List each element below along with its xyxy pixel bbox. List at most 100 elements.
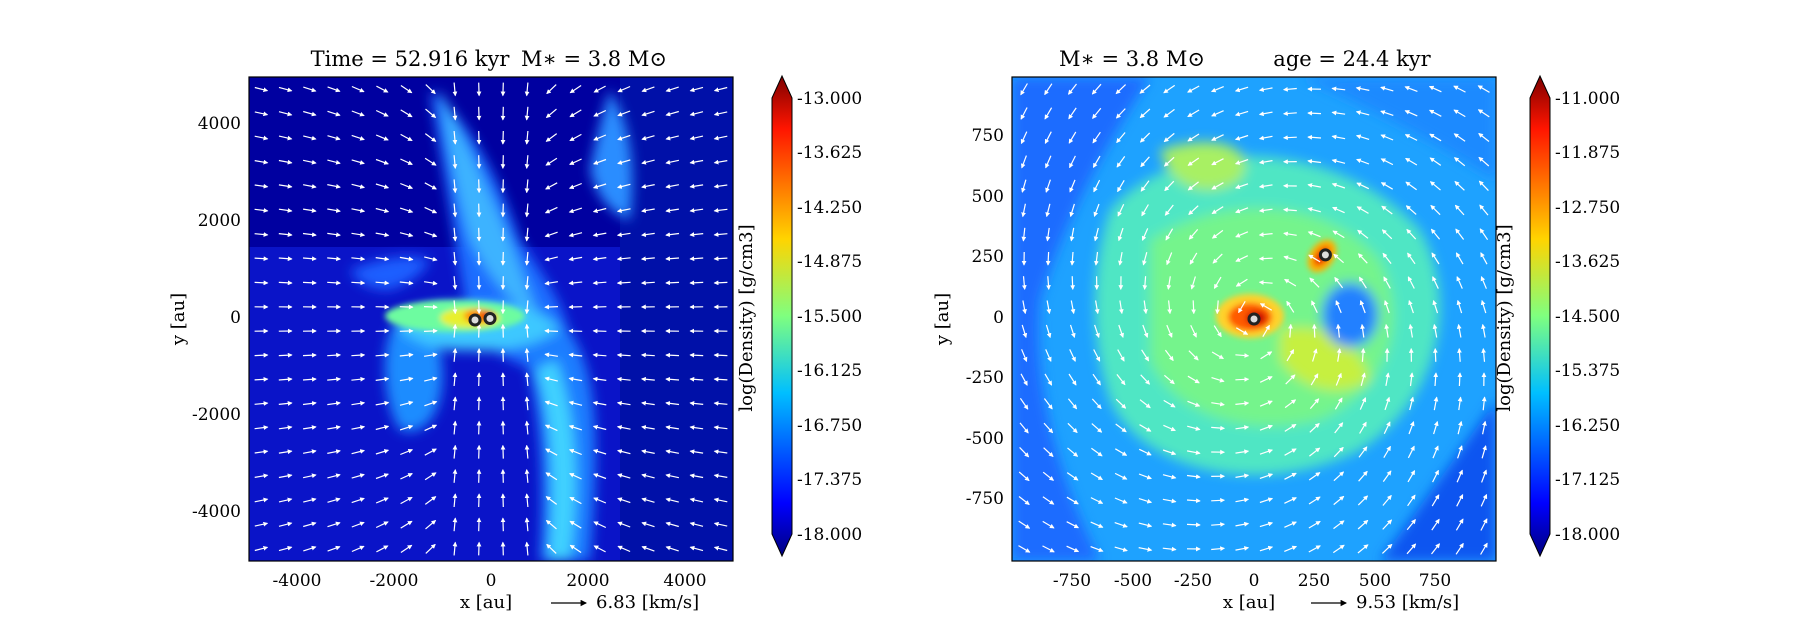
velocity-arrow — [618, 282, 631, 283]
panel-2-xtick-label: 500 — [1359, 571, 1391, 591]
velocity-arrow — [1193, 300, 1194, 313]
panel-2-title-age: age = 24.4 kyr — [1273, 47, 1431, 71]
panel-1-ytick-label: 4000 — [198, 114, 241, 134]
velocity-arrow — [666, 282, 679, 283]
panel-2-xtick-label: 0 — [1249, 571, 1260, 591]
panel-2-ytick-label: 750 — [972, 126, 1004, 146]
panel-1-cbar-tick: -13.000 — [797, 89, 862, 109]
velocity-arrow — [279, 282, 292, 283]
panel-1-xticks: -4000 -2000 0 2000 4000 — [272, 571, 706, 591]
velocity-arrow — [255, 355, 268, 356]
panel-1-xtick-label: 0 — [486, 571, 497, 591]
sink-particle-marker — [1320, 250, 1330, 260]
panel-1-colorbar-ticks: -13.000 -13.625 -14.250 -14.875 -15.500 … — [797, 89, 862, 545]
panel-2-yticks: 750 500 250 0 -250 -500 -750 — [966, 126, 1004, 509]
velocity-arrow — [1284, 137, 1297, 138]
panel-2-ytick-label: -750 — [966, 489, 1004, 509]
velocity-arrow — [424, 331, 437, 332]
panel-2-xtick-label: 750 — [1419, 571, 1451, 591]
panel-1: Time = 52.916 kyr M∗ = 3.8 M⊙ — [168, 47, 862, 613]
panel-2-xtick-label: 250 — [1298, 571, 1330, 591]
panel-1-arrow-key: 6.83 [km/s] — [551, 592, 699, 613]
velocity-arrow — [327, 355, 340, 356]
panel-1-xtick-label: 2000 — [566, 571, 609, 591]
panel-2-xtick-label: -250 — [1174, 571, 1212, 591]
panel-1-ylabel: y [au] — [168, 293, 189, 346]
panel-1-arrow-key-label: 6.83 [km/s] — [596, 592, 699, 613]
panel-2-ylabel: y [au] — [932, 293, 953, 346]
panel-1-colorbar: -13.000 -13.625 -14.250 -14.875 -15.500 … — [736, 76, 862, 556]
panel-2-cbar-label: log(Density) [g/cm3] — [1494, 224, 1515, 411]
panel-2-cbar-tick: -11.000 — [1555, 89, 1620, 109]
velocity-arrow — [714, 258, 727, 259]
velocity-arrow — [1048, 252, 1049, 265]
panel-2-cbar-tick: -17.125 — [1555, 470, 1620, 490]
panel-2-xtick-label: -750 — [1053, 571, 1091, 591]
panel-1-cbar-tick: -16.750 — [797, 416, 862, 436]
panel-2-cbar-tick: -11.875 — [1555, 143, 1620, 163]
panel-2-arrow-key-label: 9.53 [km/s] — [1356, 592, 1459, 613]
panel-2-cbar-tick: -12.750 — [1555, 198, 1620, 218]
sink-particle-marker — [1249, 314, 1259, 324]
panel-2-ytick-label: 0 — [993, 308, 1004, 328]
panel-1-xtick-label: -2000 — [369, 571, 418, 591]
velocity-arrow — [690, 282, 703, 283]
panel-2-colorbar: -11.000 -11.875 -12.750 -13.625 -14.500 … — [1494, 76, 1620, 556]
panel-1-ytick-label: -2000 — [192, 405, 241, 425]
velocity-arrow — [1235, 379, 1248, 380]
panel-1-colorbar-body — [772, 76, 792, 556]
panel-2-arrow-key: 9.53 [km/s] — [1311, 592, 1459, 613]
velocity-arrow — [351, 282, 364, 283]
velocity-arrow — [1435, 349, 1436, 362]
velocity-arrow — [1187, 524, 1200, 525]
velocity-arrow — [255, 258, 268, 259]
sink-particle-marker — [485, 314, 495, 324]
sink-particle-marker — [470, 315, 480, 325]
panel-1-xtick-label: -4000 — [272, 571, 321, 591]
panel-2-cbar-tick: -14.500 — [1555, 307, 1620, 327]
panel-2-xtick-label: -500 — [1114, 571, 1152, 591]
panel-1-cbar-tick: -14.875 — [797, 252, 862, 272]
panel-2-ytick-label: -500 — [966, 429, 1004, 449]
panel-1-yticks: 4000 2000 0 -2000 -4000 — [192, 114, 241, 522]
velocity-arrow — [1308, 113, 1321, 114]
velocity-arrow — [1314, 325, 1315, 338]
panel-2-cbar-tick: -16.250 — [1555, 416, 1620, 436]
velocity-arrow — [255, 282, 268, 283]
velocity-arrow — [255, 379, 268, 380]
velocity-arrow — [279, 355, 292, 356]
panel-1-ytick-label: 2000 — [198, 211, 241, 231]
velocity-arrow — [303, 355, 316, 356]
velocity-arrow — [545, 331, 558, 332]
panel-2: M∗ = 3.8 M⊙ age = 24.4 kyr — [932, 47, 1620, 613]
velocity-arrow — [1459, 373, 1460, 386]
panel-1-cbar-tick: -14.250 — [797, 198, 862, 218]
panel-1-ytick-label: -4000 — [192, 502, 241, 522]
panel-1-title-mass: M∗ = 3.8 M⊙ — [521, 47, 667, 71]
panel-1-cbar-tick: -18.000 — [797, 525, 862, 545]
panel-1-cbar-tick: -15.500 — [797, 307, 862, 327]
velocity-arrow — [1260, 258, 1273, 259]
velocity-arrow — [642, 355, 655, 356]
panel-2-ytick-label: -250 — [966, 368, 1004, 388]
panel-1-xtick-label: 4000 — [663, 571, 706, 591]
velocity-arrow — [327, 282, 340, 283]
velocity-arrow — [714, 355, 727, 356]
panel-1-cbar-tick: -17.375 — [797, 470, 862, 490]
panel-1-ytick-label: 0 — [230, 308, 241, 328]
velocity-arrow — [351, 355, 364, 356]
panel-2-xlabel: x [au] — [1223, 592, 1275, 613]
panel-2-colorbar-ticks: -11.000 -11.875 -12.750 -13.625 -14.500 … — [1555, 89, 1620, 545]
velocity-arrow — [618, 355, 631, 356]
velocity-arrow — [642, 282, 655, 283]
panel-1-xlabel: x [au] — [460, 592, 512, 613]
panel-2-xticks: -750 -500 -250 0 250 500 750 — [1053, 571, 1451, 591]
panel-2-cbar-tick: -18.000 — [1555, 525, 1620, 545]
velocity-arrow — [1072, 276, 1073, 289]
velocity-arrow — [714, 282, 727, 283]
velocity-arrow — [666, 355, 679, 356]
panel-2-ytick-label: 500 — [972, 187, 1004, 207]
panel-2-title-mass: M∗ = 3.8 M⊙ — [1059, 47, 1205, 71]
panel-2-colorbar-body — [1530, 76, 1550, 556]
